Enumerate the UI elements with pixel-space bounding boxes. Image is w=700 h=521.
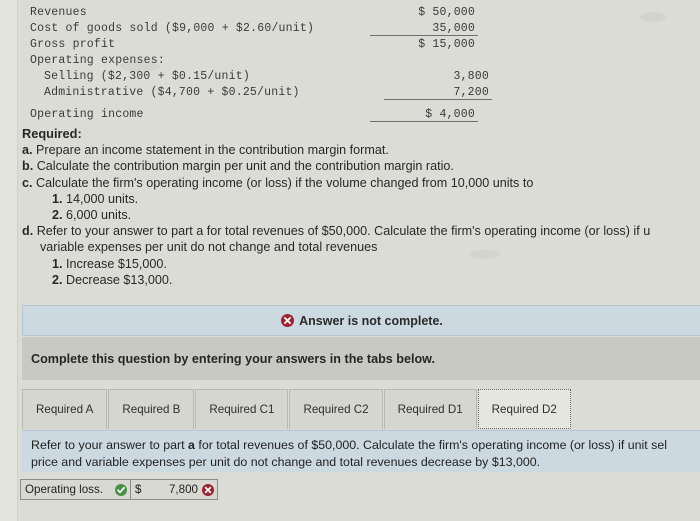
required-subitem: 2. 6,000 units. bbox=[52, 207, 700, 223]
required-item-text: Calculate the firm's operating income (o… bbox=[32, 175, 534, 190]
tab-required-b[interactable]: Required B bbox=[108, 389, 195, 429]
tab-required-a[interactable]: Required A bbox=[22, 389, 108, 429]
answer-amount-value[interactable]: 7,800 bbox=[168, 483, 198, 496]
tab-label: Required A bbox=[36, 403, 94, 416]
required-item-label: b. bbox=[22, 159, 34, 174]
statement-row-label: Gross profit bbox=[30, 38, 116, 51]
check-circle-icon bbox=[115, 483, 127, 496]
error-circle-x-icon bbox=[202, 483, 214, 496]
answer-status-text: Answer is not complete. bbox=[299, 313, 443, 328]
question-prompt-pre: Refer to your answer to part bbox=[31, 438, 189, 452]
statement-row-amount: 3,800 bbox=[453, 70, 489, 83]
required-subitem: 2. Decrease $13,000. bbox=[52, 272, 700, 288]
question-prompt-panel: Refer to your answer to part a for total… bbox=[22, 431, 700, 472]
statement-row-label: Cost of goods sold ($9,000 + $2.60/unit) bbox=[30, 22, 315, 35]
statement-row-label: Operating expenses: bbox=[30, 54, 165, 67]
required-subitem-text: 6,000 units. bbox=[62, 208, 132, 223]
required-item-list: a. Prepare an income statement in the co… bbox=[17, 142, 700, 288]
required-subitem-text: Increase $15,000. bbox=[62, 256, 167, 271]
statement-row: Cost of goods sold ($9,000 + $2.60/unit)… bbox=[17, 22, 700, 38]
tab-required-c1[interactable]: Required C1 bbox=[195, 389, 289, 429]
page-left-margin-strip bbox=[0, 0, 18, 521]
tab-label: Required D2 bbox=[491, 402, 557, 416]
tab-required-c2[interactable]: Required C2 bbox=[289, 389, 383, 429]
instruction-band: Complete this question by entering your … bbox=[22, 337, 700, 380]
required-subitem-text: 14,000 units. bbox=[62, 191, 139, 206]
income-statement: Revenues $ 50,000 Cost of goods sold ($9,0… bbox=[17, 6, 700, 124]
answer-label-cell[interactable]: Operating loss. bbox=[20, 479, 130, 500]
required-subitem: 1. 14,000 units. bbox=[52, 191, 700, 207]
statement-row: Operating income $ 4,000 bbox=[17, 108, 700, 124]
statement-row-label: Operating income bbox=[30, 108, 144, 121]
required-instructions: Required: a. Prepare an income statement… bbox=[17, 126, 700, 288]
tab-required-d1[interactable]: Required D1 bbox=[383, 389, 477, 429]
answer-status-banner: Answer is not complete. bbox=[22, 305, 700, 336]
required-item-continuation: variable expenses per unit do not change… bbox=[40, 240, 378, 255]
instruction-text: Complete this question by entering your … bbox=[31, 351, 435, 366]
tab-label: Required C1 bbox=[209, 403, 275, 416]
question-prompt-line-1: Refer to your answer to part a for total… bbox=[31, 437, 700, 454]
required-item-label: c. bbox=[22, 175, 33, 190]
required-item-text: Calculate the contribution margin per un… bbox=[33, 159, 454, 174]
statement-row: Selling ($2,300 + $0.15/unit) 3,800 bbox=[17, 70, 700, 86]
required-item: a. Prepare an income statement in the co… bbox=[22, 142, 700, 158]
tab-required-d2[interactable]: Required D2 bbox=[477, 389, 571, 429]
answer-value-cell[interactable]: $ 7,800 bbox=[130, 479, 218, 500]
question-prompt-line-2: price and variable expenses per unit do … bbox=[31, 454, 541, 469]
required-item-text: Prepare an income statement in the contr… bbox=[32, 143, 389, 158]
statement-row-amount: 35,000 bbox=[370, 22, 478, 36]
required-heading: Required: bbox=[22, 126, 82, 141]
required-subitem: 1. Increase $15,000. bbox=[52, 256, 700, 272]
answer-currency-symbol: $ bbox=[135, 483, 142, 496]
tab-label: Required D1 bbox=[397, 403, 463, 416]
required-item: b. Calculate the contribution margin per… bbox=[22, 158, 700, 174]
statement-row: Administrative ($4,700 + $0.25/unit) 7,20… bbox=[17, 86, 700, 102]
tab-label: Required B bbox=[122, 403, 181, 416]
required-subitem-label: 1. bbox=[52, 256, 63, 271]
statement-row-label: Administrative ($4,700 + $0.25/unit) bbox=[44, 86, 300, 99]
required-subitem-text: Decrease $13,000. bbox=[62, 272, 173, 287]
tab-label: Required C2 bbox=[303, 403, 369, 416]
required-item-label: d. bbox=[22, 224, 34, 239]
statement-row-label: Selling ($2,300 + $0.15/unit) bbox=[44, 70, 250, 83]
required-item: c. Calculate the firm's operating income… bbox=[22, 175, 700, 191]
required-item: d. Refer to your answer to part a for to… bbox=[22, 223, 700, 239]
question-prompt-bold-part: a bbox=[188, 438, 195, 452]
error-circle-x-icon bbox=[281, 314, 295, 327]
answer-label-text: Operating loss. bbox=[25, 483, 103, 496]
statement-row-amount: 7,200 bbox=[384, 86, 492, 100]
required-subitem-label: 2. bbox=[52, 208, 63, 223]
question-prompt-post: for total revenues of $50,000. Calculate… bbox=[194, 438, 668, 452]
statement-row-label: Revenues bbox=[30, 6, 87, 19]
required-subitem-label: 2. bbox=[52, 272, 63, 287]
required-subitem-label: 1. bbox=[52, 191, 63, 206]
required-item-text: Refer to your answer to part a for total… bbox=[33, 224, 651, 239]
statement-row: Revenues $ 50,000 bbox=[17, 6, 700, 22]
statement-row-amount: $ 15,000 bbox=[418, 38, 475, 51]
answer-entry-row[interactable]: Operating loss. $ 7,800 bbox=[20, 479, 218, 500]
statement-row: Gross profit $ 15,000 bbox=[17, 38, 700, 54]
required-tab-bar[interactable]: Required A Required B Required C1 Required … bbox=[22, 389, 700, 431]
statement-row-amount: $ 4,000 bbox=[370, 108, 478, 122]
statement-row: Operating expenses: bbox=[17, 54, 700, 70]
required-item-label: a. bbox=[22, 143, 33, 158]
statement-row-amount: $ 50,000 bbox=[418, 6, 475, 19]
